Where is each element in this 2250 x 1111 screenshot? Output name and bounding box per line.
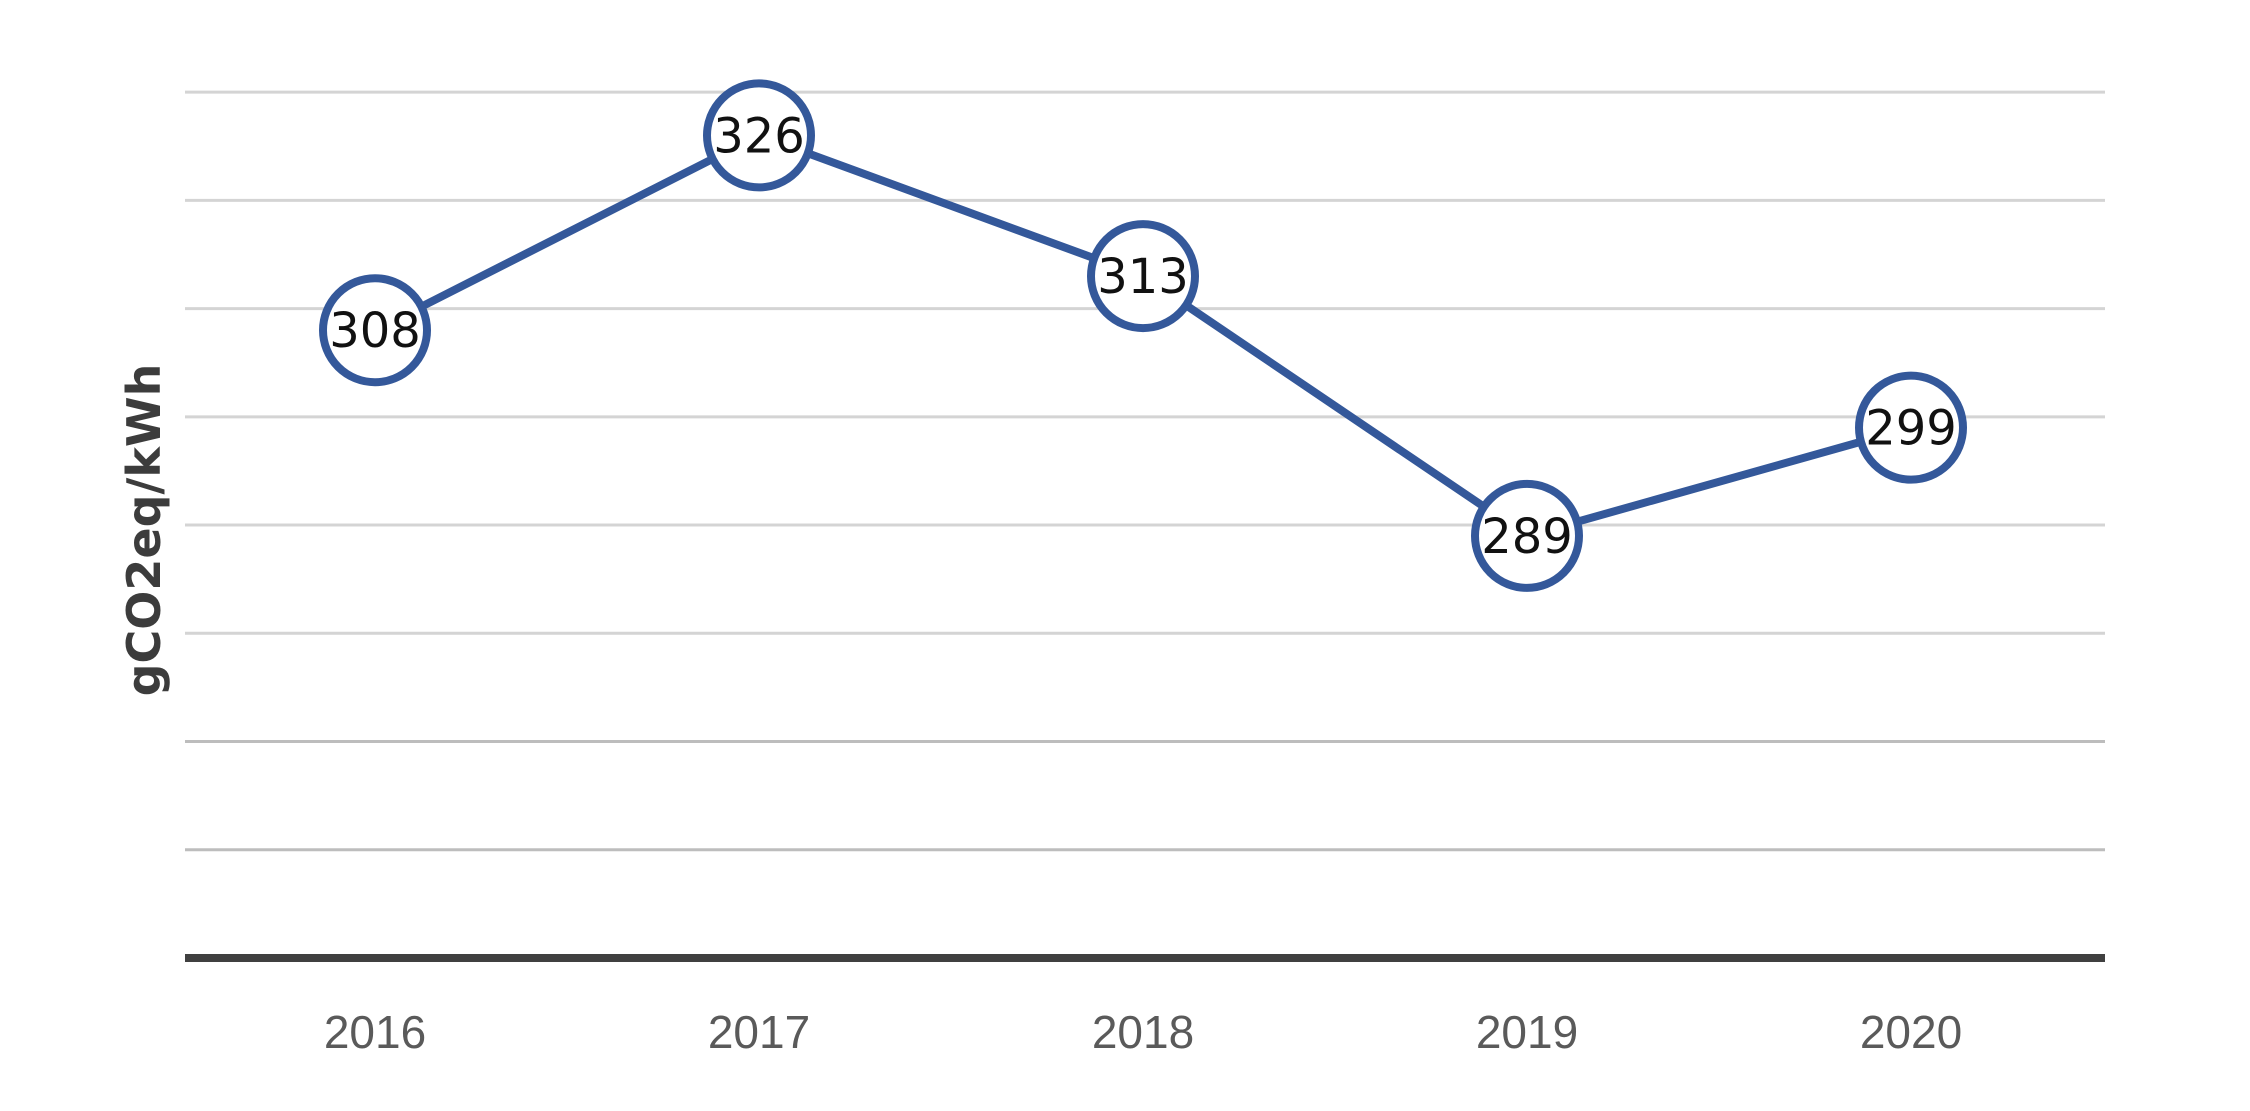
data-label: 326 <box>713 108 805 164</box>
x-tick-label: 2019 <box>1476 1006 1578 1058</box>
x-tick-label: 2018 <box>1092 1006 1194 1058</box>
data-point-marker <box>319 274 431 387</box>
x-tick-labels: 2016 2017 2018 2019 2020 <box>324 1006 1962 1058</box>
data-point-marker <box>703 79 815 192</box>
data-points: 308 326 313 289 299 <box>319 79 1967 592</box>
data-point-marker <box>1471 479 1583 592</box>
data-point-marker <box>1087 220 1199 333</box>
x-tick-label: 2020 <box>1860 1006 1962 1058</box>
data-label: 308 <box>329 303 421 359</box>
x-tick-label: 2016 <box>324 1006 426 1058</box>
data-label: 313 <box>1097 249 1189 305</box>
data-label: 289 <box>1481 509 1573 565</box>
x-tick-label: 2017 <box>708 1006 810 1058</box>
y-axis-label: gCO2eq/kWh <box>117 364 171 697</box>
data-label: 299 <box>1865 401 1957 457</box>
data-point-marker <box>1855 371 1967 484</box>
gridlines <box>185 90 2105 852</box>
series-line <box>373 131 1913 540</box>
